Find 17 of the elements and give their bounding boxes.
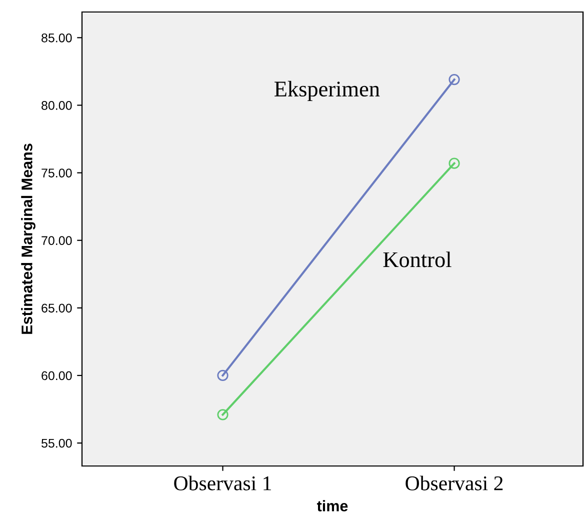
x-tick-label: Observasi 1 [174,476,271,490]
y-tick-label: 65.00 [42,304,72,313]
point [448,158,460,169]
y-tick-label: 85.00 [42,33,72,42]
y-tick-label: 55.00 [42,438,72,448]
series-label: Kontrol [383,252,452,268]
x-axis-title: time [316,500,348,512]
text: Eksperimen [274,80,380,102]
y-tick-label: 80.00 [42,101,72,110]
y-tick-label: 75.00 [42,168,72,178]
y-tick-label: 60.00 [42,371,72,380]
x-tick-label: Observasi 2 [406,476,503,490]
point [217,370,228,382]
y-axis-title: Estimated Marginal Means [21,144,36,334]
y-tick-label: 70.00 [42,236,72,246]
point [217,409,228,420]
point [448,74,460,86]
